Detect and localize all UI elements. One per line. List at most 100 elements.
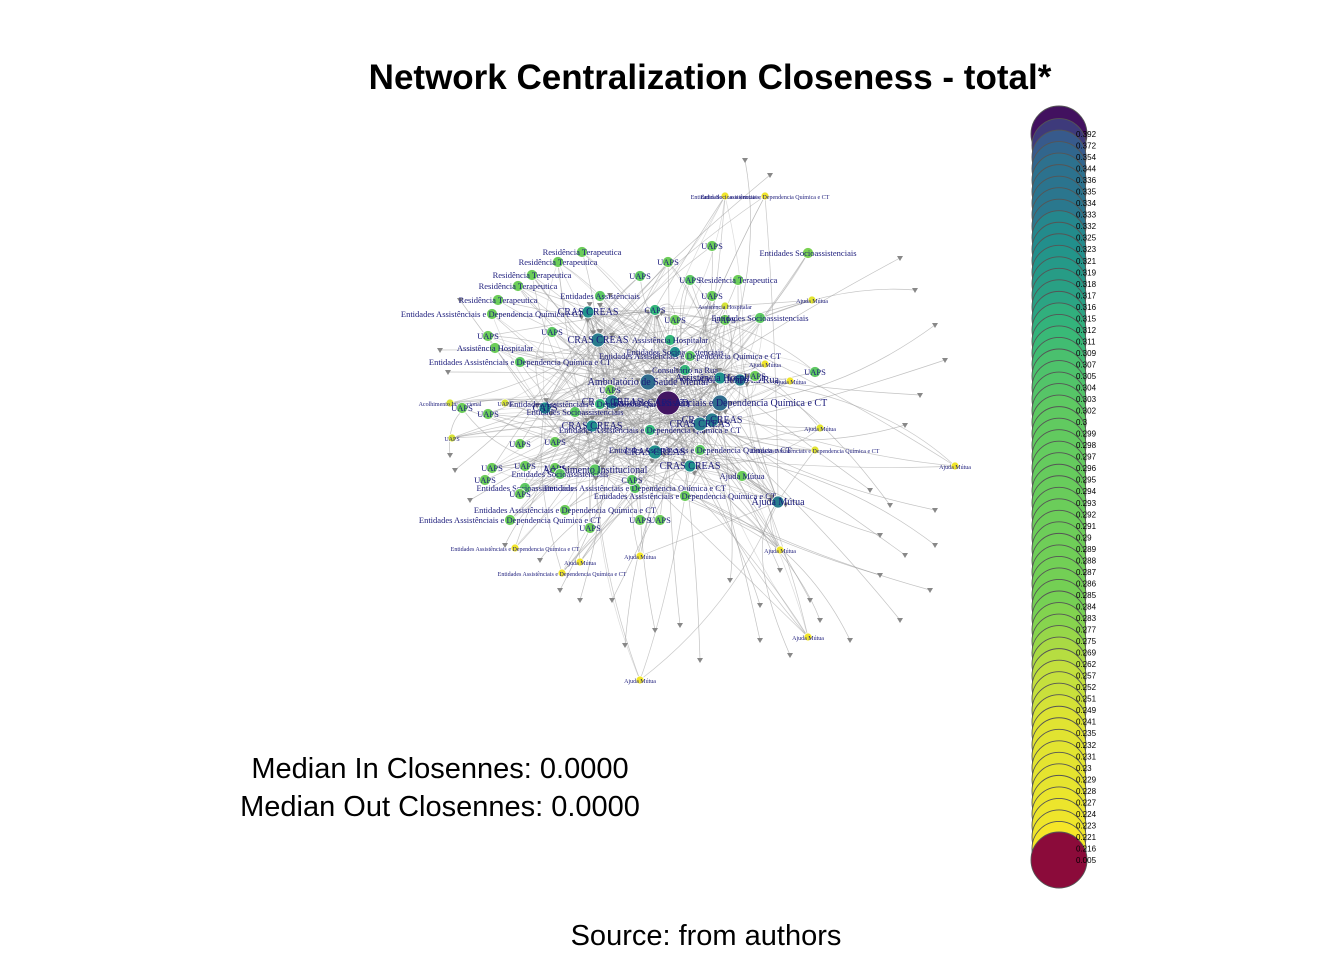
node-circle [519, 460, 531, 472]
node-label: Entidades Socioassistenciais [626, 347, 723, 357]
node-label: UAPS [477, 409, 499, 419]
network-edge [509, 309, 656, 521]
legend-value-label: 0.216 [1076, 844, 1097, 853]
network-nodes: Entidades Assistênciais e Dependencia Qu… [401, 191, 971, 685]
network-edge [611, 334, 688, 384]
node-label: CRAS CREAS [562, 421, 623, 432]
network-edge [587, 299, 813, 313]
network-edge [597, 339, 713, 421]
legend-value-label: 0.291 [1076, 522, 1097, 531]
network-edge [524, 369, 686, 489]
node-circle [679, 490, 691, 502]
legend-value-label: 0.316 [1076, 303, 1097, 312]
network-edge [689, 465, 821, 621]
network-edge [544, 245, 713, 409]
node-circle [456, 402, 468, 414]
network-edge [587, 311, 599, 427]
edge-arrowhead [607, 293, 613, 298]
network-edge [487, 335, 596, 471]
node-circle [634, 514, 646, 526]
network-node: UAPS [649, 514, 671, 526]
median-stats: Median In Closennes: 0.0000 Median Out C… [200, 750, 680, 826]
network-node: UAPS [744, 370, 766, 382]
network-edge [487, 335, 649, 383]
network-edge [639, 381, 656, 631]
legend-value-label: 0.224 [1076, 810, 1097, 819]
network-node: Entidades Socioassistenciais [626, 346, 724, 358]
legend-value-label: 0.249 [1076, 706, 1097, 715]
edge-arrowhead [592, 475, 599, 481]
edge-arrowhead [897, 256, 903, 261]
network-node: Acolhimento Institucional [419, 398, 482, 408]
node-circle [647, 444, 663, 460]
legend-value-label: 0.296 [1076, 464, 1097, 473]
network-edge [611, 401, 881, 536]
node-label: UAPS [679, 275, 701, 285]
legend-value-label: 0.252 [1076, 683, 1097, 692]
node-circle [683, 459, 697, 473]
edge-arrowhead [547, 411, 554, 417]
edge-arrowhead [651, 398, 658, 404]
network-edge [654, 451, 956, 468]
node-label: CRAS CREAS [558, 307, 619, 318]
network-edge [514, 309, 656, 549]
legend-value-label: 0.311 [1076, 337, 1096, 346]
network-node: Ajuda Mútua [792, 632, 824, 642]
node-label: Entidades Assistênciais [560, 291, 640, 301]
network-edge [597, 174, 771, 341]
node-circle [662, 256, 674, 268]
network-edge [654, 309, 741, 381]
legend-value-label: 0.228 [1076, 787, 1097, 796]
network-edge [564, 465, 691, 511]
network-node: Ajuda Mútua [764, 545, 796, 555]
network-edge [689, 279, 721, 404]
edge-arrowhead [590, 330, 597, 336]
node-circle [706, 240, 718, 252]
network-edge [611, 317, 761, 403]
edge-arrowhead [742, 158, 748, 163]
node-circle [713, 371, 727, 385]
node-circle [576, 246, 588, 258]
node-label: Entidades Socioassistenciais [476, 483, 573, 493]
network-node: CRAS CREAS [562, 419, 623, 433]
network-edge [557, 261, 649, 383]
network-node: Assistência Hospitalar [632, 334, 708, 346]
network-graph: Entidades Assistênciais e Dependencia Qu… [401, 158, 971, 685]
edge-arrowhead [817, 618, 823, 623]
network-edge [711, 419, 936, 511]
network-edge [699, 423, 779, 503]
legend-value-label: 0.29 [1076, 533, 1092, 542]
edge-arrowhead [557, 588, 563, 593]
network-node: UAPS [657, 256, 679, 268]
network-edge [599, 304, 779, 503]
edge-arrowhead [887, 503, 893, 508]
network-edge [597, 339, 651, 431]
network-edge [587, 311, 701, 451]
node-label: UAPS [629, 515, 651, 525]
legend-value-label: 0.287 [1076, 568, 1097, 577]
node-label: Residência Terapeutica [459, 295, 538, 305]
legend-value-label: 0.3 [1076, 418, 1088, 427]
network-edge [539, 419, 713, 561]
network-edge [544, 405, 713, 421]
node-circle [771, 495, 785, 509]
edge-arrowhead [807, 598, 813, 603]
node-label: UAPS [664, 315, 686, 325]
node-label: Entidades Assistênciais e Dependencia Qu… [559, 425, 742, 435]
node-label: Residência Terapeutica [699, 275, 778, 285]
node-label: Entidades Socioassistenciais [711, 313, 808, 323]
network-node: Ajuda Mútua [796, 295, 828, 305]
network-edge [559, 402, 669, 475]
legend-value-label: 0.321 [1076, 257, 1097, 266]
node-label: Ajuda Mútua [774, 380, 806, 386]
edge-arrowhead [599, 465, 606, 471]
node-label: Entidades Socioassistenciais [759, 248, 856, 258]
network-edge [579, 339, 608, 601]
network-edge [654, 309, 713, 421]
legend-value-label: 0.289 [1076, 545, 1097, 554]
edge-arrowhead [656, 389, 663, 395]
legend-value-label: 0.231 [1076, 752, 1097, 761]
node-circle [489, 342, 501, 354]
legend-value-label: 0.241 [1076, 718, 1097, 727]
node-circle [526, 269, 538, 281]
